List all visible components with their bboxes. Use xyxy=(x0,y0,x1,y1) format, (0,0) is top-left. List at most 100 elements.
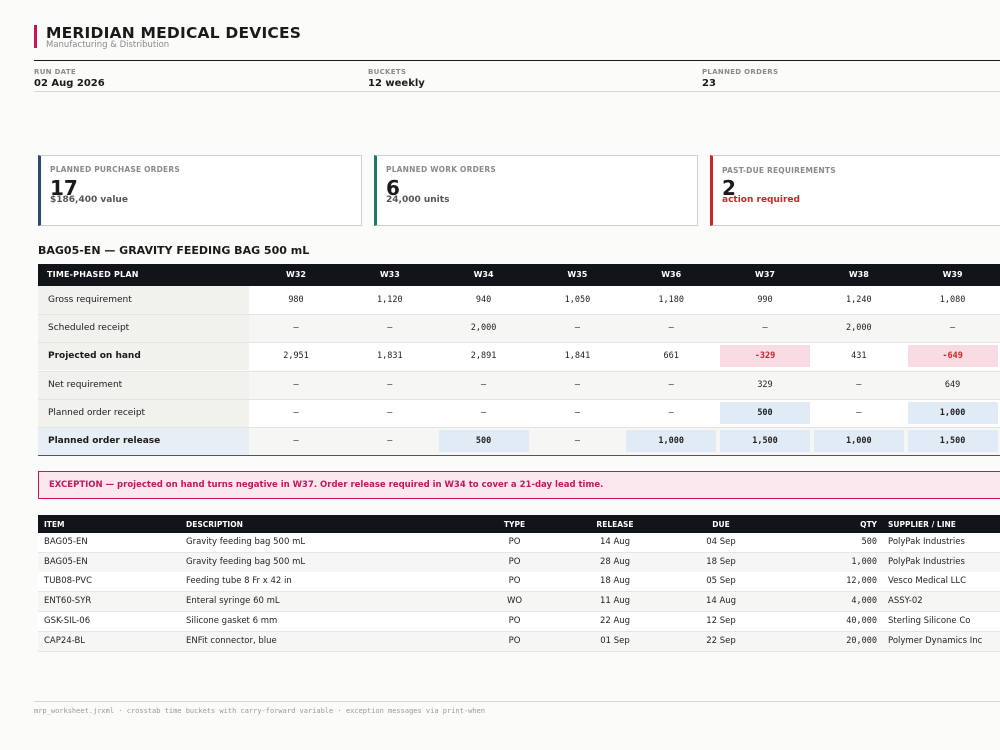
order-cell-item: CAP24-BL xyxy=(44,635,86,646)
meta-value: 02 Aug 2026 xyxy=(34,78,105,89)
plan-cell: – xyxy=(293,436,299,446)
plan-cell: – xyxy=(481,407,487,418)
plan-cell: -649 xyxy=(907,345,998,368)
plan-row-label: Planned order receipt xyxy=(38,398,249,427)
order-cell-due: 05 Sep xyxy=(706,576,736,587)
plan-cell: 1,240 xyxy=(846,295,872,305)
row-separator xyxy=(38,314,1000,316)
plan-row-net-requirement: Net requirement – – – – – 329 – 649 xyxy=(38,370,1000,399)
plan-cell: – xyxy=(856,407,862,418)
meta-run-date: RUN DATE 02 Aug 2026 xyxy=(34,68,105,89)
plan-row-cells: – –500–1,000 1,500 1,000 1,500 xyxy=(249,427,1000,455)
week-header: W34 xyxy=(473,270,494,279)
column-header-type: TYPE xyxy=(503,520,526,529)
row-separator xyxy=(38,370,1000,372)
week-header: W38 xyxy=(848,270,869,279)
kpi-value: 2 xyxy=(722,176,736,200)
plan-cell: – xyxy=(574,379,580,390)
week-header: W36 xyxy=(661,270,682,279)
column-header-qty: QTY xyxy=(860,520,877,529)
plan-cell: 649 xyxy=(944,379,961,390)
order-cell-qty: 500 xyxy=(861,537,877,547)
plan-row-label: Net requirement xyxy=(38,370,249,399)
order-cell-qty: 20,000 xyxy=(846,635,877,646)
column-header-item: ITEM xyxy=(44,520,65,529)
order-cell-item: GSK-SIL-06 xyxy=(44,615,91,626)
plan-row-label: Gross requirement xyxy=(38,286,249,314)
plan-cell: 2,891 xyxy=(470,351,497,362)
order-cell-description: Gravity feeding bag 500 mL xyxy=(186,537,306,547)
order-cell-release: 14 Aug xyxy=(599,537,631,547)
plan-cell: – xyxy=(668,379,674,390)
order-cell-release: 11 Aug xyxy=(599,596,631,607)
order-cell-type: PO xyxy=(508,537,521,547)
plan-cell: 329 xyxy=(757,379,773,390)
order-row: CAP24-BL ENFit connector, blue PO 01 Sep 22 … xyxy=(38,631,1000,652)
kpi-card-work-orders: PLANNED WORK ORDERS 6 24,000 units xyxy=(374,155,698,226)
order-cell-description: Gravity feeding bag 500 mL xyxy=(186,556,306,567)
plan-row-planned-order-receipt: Planned order receipt – – – – – 500 – 1,000 xyxy=(38,398,1000,427)
plan-row-label: Scheduled receipt xyxy=(38,314,249,343)
plan-cell: 500 xyxy=(720,401,810,424)
meta-label: RUN DATE xyxy=(34,68,77,76)
order-cell-description: Enteral syringe 60 mL xyxy=(186,596,280,607)
plan-cell: – xyxy=(668,323,674,334)
order-cell-supplier: Vesco Medical LLC xyxy=(888,576,967,587)
plan-cell: – xyxy=(387,407,393,418)
order-cell-due: 12 Sep xyxy=(706,615,736,626)
plan-cell: 990 xyxy=(757,295,773,305)
week-header: W33 xyxy=(379,270,400,279)
order-cell-release: 28 Aug xyxy=(599,556,631,567)
plan-cell: 661 xyxy=(663,351,679,362)
plan-cell: 1,500 xyxy=(907,430,998,452)
plan-cell: 1,000 xyxy=(626,430,717,452)
order-cell-item: BAG05-EN xyxy=(44,537,88,547)
order-row: GSK-SIL-06 Silicone gasket 6 mm PO 22 Aug 12… xyxy=(38,611,1000,632)
plan-row-cells: – – 2,000 – – – 2,000 – xyxy=(249,314,1000,343)
plan-cell: – xyxy=(387,379,393,390)
plan-header-label: TIME-PHASED PLAN xyxy=(47,270,139,279)
order-cell-type: PO xyxy=(508,556,521,567)
kpi-value: 17 xyxy=(50,176,78,200)
order-row: TUB08-PVC Feeding tube 8 Fr x 42 in PO 18 A… xyxy=(38,572,1000,593)
plan-row-cells: – – – – – 329 – 649 xyxy=(249,370,1000,399)
kpi-subtext: $186,400 value xyxy=(50,195,128,205)
meta-value: 12 weekly xyxy=(368,78,425,89)
order-cell-description: Silicone gasket 6 mm xyxy=(186,615,278,626)
column-header-description: DESCRIPTION xyxy=(186,520,243,529)
plan-cell: 1,120 xyxy=(377,295,403,305)
kpi-subtext: 24,000 units xyxy=(386,195,450,205)
plan-cell: – xyxy=(762,323,768,334)
order-cell-release: 01 Sep xyxy=(600,635,630,646)
order-cell-item: ENT60-SYR xyxy=(44,596,92,607)
plan-row-projected-on-hand: Projected on hand 2,951 1,831 2,891 1,841 661… xyxy=(38,342,1000,371)
plan-row-scheduled-receipt: Scheduled receipt – – 2,000 – – – 2,000 – xyxy=(38,314,1000,343)
week-header: W37 xyxy=(755,270,775,279)
orders-header-row: ITEM DESCRIPTION TYPE RELEASE DUE QTY SU… xyxy=(38,515,1000,533)
row-separator xyxy=(38,342,1000,344)
meta-buckets: BUCKETS 12 weekly xyxy=(368,68,425,89)
order-cell-type: PO xyxy=(508,635,521,646)
plan-cell: 500 xyxy=(438,430,529,452)
order-cell-supplier: PolyPak Industries xyxy=(888,556,965,567)
plan-cell: – xyxy=(668,407,674,418)
plan-cell: 2,951 xyxy=(283,351,309,362)
plan-title: BAG05-EN — GRAVITY FEEDING BAG 500 mL xyxy=(38,244,310,257)
column-header-release: RELEASE xyxy=(596,520,634,529)
row-separator xyxy=(38,398,1000,400)
plan-cell: 1,050 xyxy=(564,295,591,305)
kpi-subtext: action required xyxy=(722,195,800,205)
plan-header-row: TIME-PHASED PLAN W32 W33 W34 W35 W36 W37 W38 W3… xyxy=(38,264,1000,286)
plan-cell: – xyxy=(574,323,580,334)
order-row: ENT60-SYR Enteral syringe 60 mL WO 11 Aug 14… xyxy=(38,592,1000,613)
plan-cell: – xyxy=(574,407,580,418)
plan-row-cells: 980 1,120 940 1,050 1,180 990 1,240 1,080 xyxy=(249,286,1000,314)
exception-banner: EXCEPTION — projected on hand turns nega… xyxy=(38,471,1000,499)
order-cell-supplier: Sterling Silicone Co xyxy=(888,615,971,626)
kpi-label: PLANNED PURCHASE ORDERS xyxy=(50,165,180,174)
order-cell-item: TUB08-PVC xyxy=(44,576,93,587)
order-cell-type: PO xyxy=(508,615,521,626)
order-cell-qty: 1,000 xyxy=(851,556,877,567)
order-cell-release: 22 Aug xyxy=(599,615,631,626)
footer-divider xyxy=(34,701,1000,702)
